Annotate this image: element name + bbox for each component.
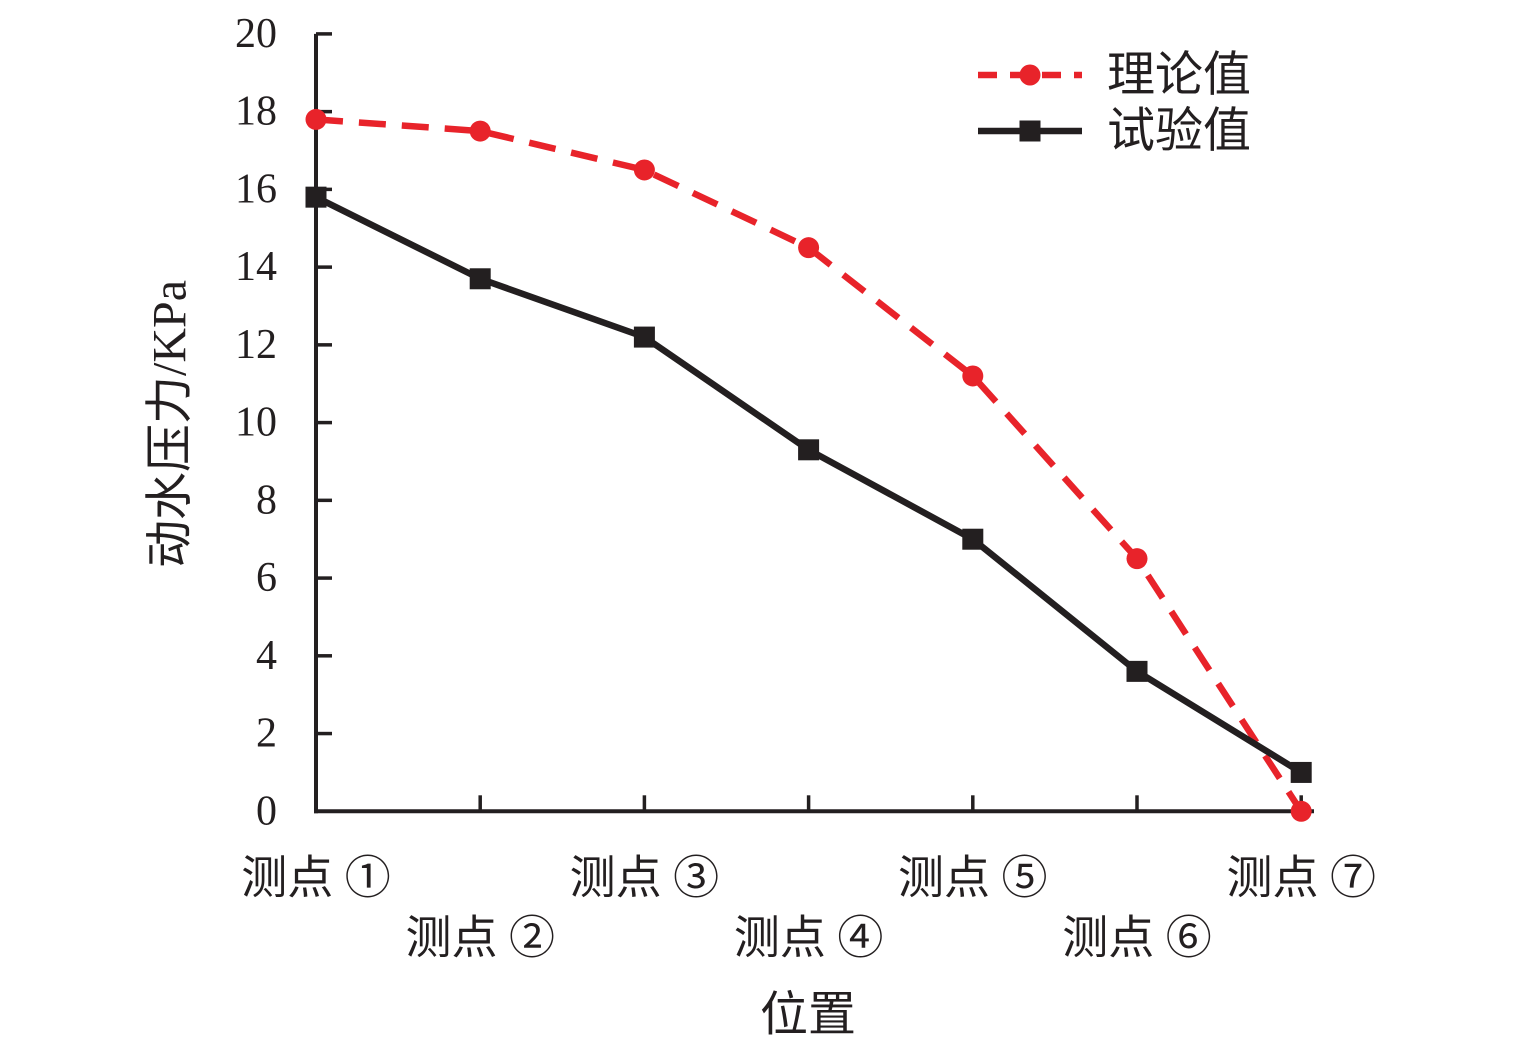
legend-item-theoretical: 理论值 [978,49,1251,102]
series-experimental-point [1126,660,1148,682]
legend-label-experimental: 试验值 [1107,105,1251,158]
y-tick-label: 0 [256,788,277,834]
x-tick-label: 测点 ③ [570,853,720,904]
y-tick-label: 16 [235,166,277,212]
y-axis-title: 动水压力/KPa [144,280,197,568]
series-experimental-point [469,268,491,290]
legend-square-marker-icon [1019,120,1041,142]
x-tick-label: 测点 ④ [734,913,884,964]
y-tick-label: 4 [256,633,277,679]
x-tick-label: 测点 ① [241,853,391,904]
series-experimental-point [633,326,655,348]
series-experimental-point [962,528,984,550]
series-layer [305,108,1312,822]
series-theoretical-point [1126,548,1148,570]
legend-label-theoretical: 理论值 [1107,49,1251,102]
series-theoretical-line [315,116,1304,814]
y-tick-label: 18 [235,89,277,135]
y-tick-label: 6 [256,555,277,601]
series-experimental-line [314,194,1303,776]
series-experimental-point [1290,761,1312,783]
x-tick-label: 测点 ② [405,913,555,964]
series-theoretical-point [633,159,655,181]
series-experimental-point [305,186,327,208]
x-tick-label: 测点 ⑤ [898,853,1048,904]
legend: 理论值 试验值 [978,49,1251,158]
x-tick-label: 测点 ⑥ [1062,913,1212,964]
x-axis-title: 位置 [760,989,856,1042]
y-tick-label: 12 [235,322,277,368]
legend-circle-marker-icon [1019,64,1041,86]
series-theoretical-point [305,108,327,130]
series-theoretical-point [962,365,984,387]
legend-item-experimental: 试验值 [978,105,1251,158]
y-tick-label: 10 [235,400,277,446]
series-theoretical-point [469,120,491,142]
y-tick-label: 20 [235,11,277,57]
series-theoretical-point [1290,800,1312,822]
tick-label-layer: 0 2 4 6 8 10 12 14 16 18 20 测点 ① 测点 ② 测点 ③ 测点 ④ 测点 ⑤ 测点 … [235,11,1376,964]
y-tick-label: 14 [235,244,277,290]
x-tick-label: 测点 ⑦ [1226,853,1376,904]
series-theoretical-point [798,237,820,259]
axes [314,32,1314,814]
y-tick-label: 2 [256,711,277,757]
series-experimental-point [798,439,820,461]
y-tick-label: 8 [256,477,277,523]
